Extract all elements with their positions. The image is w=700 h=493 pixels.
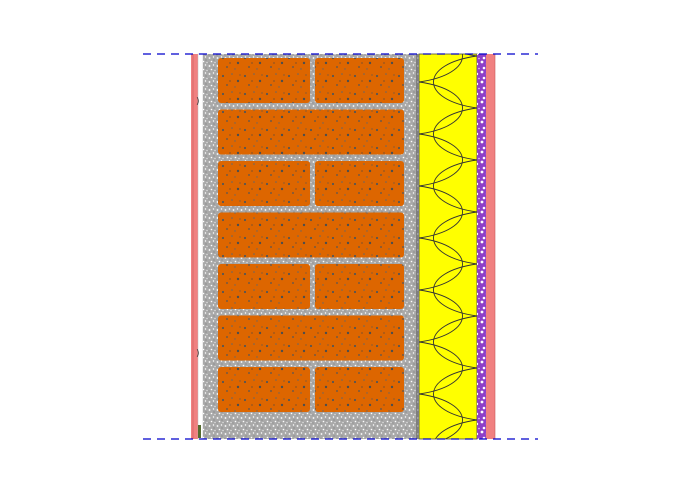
insulation-batt-pattern <box>419 54 477 439</box>
brick-1b <box>315 58 404 103</box>
insulation-wave-line-1 <box>419 54 463 439</box>
brick-5a <box>218 264 310 309</box>
exterior-render-layer <box>191 54 198 439</box>
vapour-membrane-layer <box>477 54 486 439</box>
brick-7a <box>218 367 310 412</box>
render-gap <box>197 53 204 440</box>
anchor-mark-top: ) <box>196 97 200 107</box>
brick-7b <box>315 367 404 412</box>
brick-6 <box>218 315 404 361</box>
anchor-mark-bottom: ) <box>196 349 200 359</box>
brick-5b <box>315 264 404 309</box>
brick-masonry-layer <box>218 58 404 412</box>
brick-3b <box>315 161 404 206</box>
brick-2 <box>218 109 404 155</box>
brick-4 <box>218 212 404 258</box>
insulation-wave-line-2 <box>433 54 477 439</box>
interior-finish-layer <box>486 54 495 439</box>
brick-1a <box>218 58 310 103</box>
brick-3a <box>218 161 310 206</box>
